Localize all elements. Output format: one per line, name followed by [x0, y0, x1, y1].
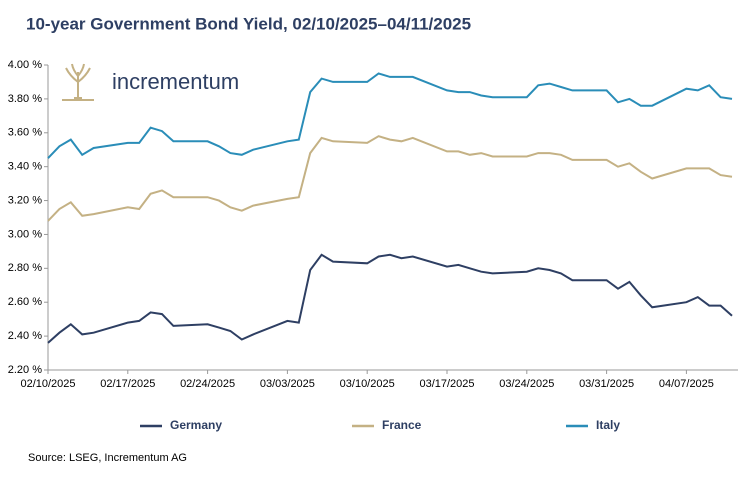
- logo-icon: [62, 63, 94, 101]
- y-tick-label: 3.20 %: [8, 194, 42, 206]
- y-tick-label: 2.20 %: [8, 364, 42, 376]
- x-tick-label: 03/10/2025: [340, 378, 395, 390]
- y-tick-label: 3.80 %: [8, 93, 42, 105]
- y-tick-label: 2.40 %: [8, 330, 42, 342]
- y-tick-label: 4.00 %: [8, 59, 42, 71]
- logo-text: incrementum: [112, 69, 239, 94]
- x-tick-label: 03/03/2025: [260, 378, 315, 390]
- chart-title: 10-year Government Bond Yield, 02/10/202…: [26, 14, 471, 33]
- x-tick-label: 03/17/2025: [419, 378, 474, 390]
- y-tick-label: 3.40 %: [8, 161, 42, 173]
- x-tick-label: 02/17/2025: [100, 378, 155, 390]
- y-tick-label: 3.60 %: [8, 127, 42, 139]
- x-tick-label: 03/24/2025: [499, 378, 554, 390]
- y-tick-label: 2.60 %: [8, 296, 42, 308]
- source-note: Source: LSEG, Incrementum AG: [28, 452, 187, 464]
- series-line: [47, 72, 733, 159]
- x-tick-label: 02/24/2025: [180, 378, 235, 390]
- x-tick-label: 03/31/2025: [579, 378, 634, 390]
- x-tick-label: 02/10/2025: [20, 378, 75, 390]
- y-tick-label: 3.00 %: [8, 228, 42, 240]
- y-tick-label: 2.80 %: [8, 262, 42, 274]
- x-tick-label: 04/07/2025: [659, 378, 714, 390]
- legend-label: Italy: [596, 418, 620, 432]
- legend-label: France: [382, 418, 422, 432]
- legend-label: Germany: [170, 418, 222, 432]
- series-line: [47, 135, 733, 222]
- series-line: [47, 253, 733, 344]
